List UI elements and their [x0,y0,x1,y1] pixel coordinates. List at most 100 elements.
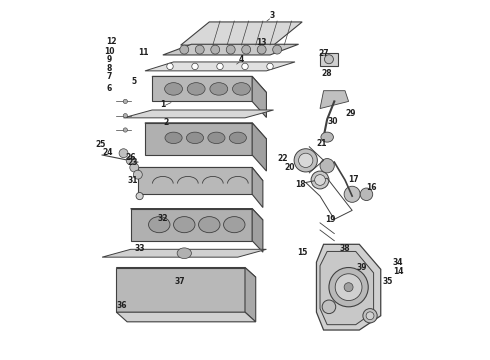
Text: 9: 9 [107,55,112,64]
Ellipse shape [186,132,203,144]
Polygon shape [252,167,263,207]
Text: 32: 32 [158,214,168,223]
Ellipse shape [198,217,220,233]
Ellipse shape [148,217,170,233]
Polygon shape [138,167,263,181]
Ellipse shape [298,153,313,167]
Text: 21: 21 [317,139,327,148]
Polygon shape [117,267,245,312]
Text: 14: 14 [393,267,404,276]
Ellipse shape [242,63,248,69]
Text: 24: 24 [102,148,113,157]
Polygon shape [320,251,373,325]
Polygon shape [152,76,252,102]
Ellipse shape [187,83,205,95]
Ellipse shape [177,248,192,258]
Ellipse shape [133,170,142,179]
Text: 5: 5 [132,77,137,86]
Ellipse shape [360,188,373,201]
Text: 16: 16 [367,183,377,192]
Polygon shape [245,267,256,322]
Ellipse shape [226,45,235,54]
Text: 8: 8 [106,64,112,73]
Ellipse shape [344,283,353,292]
Text: 22: 22 [277,154,288,163]
Text: 28: 28 [321,69,332,78]
Ellipse shape [165,83,182,95]
Text: 13: 13 [256,37,267,46]
Ellipse shape [196,45,204,54]
Ellipse shape [294,149,318,172]
Text: 34: 34 [392,258,403,267]
Text: 38: 38 [340,244,350,253]
Text: 1: 1 [160,100,166,109]
Text: 7: 7 [106,72,112,81]
Ellipse shape [123,128,127,132]
Text: 36: 36 [117,301,127,310]
Ellipse shape [344,186,360,202]
Ellipse shape [242,45,251,54]
Text: 15: 15 [297,248,307,257]
Text: 37: 37 [174,277,185,286]
Text: 10: 10 [104,47,115,56]
Ellipse shape [123,99,127,104]
Text: 3: 3 [269,11,274,20]
Ellipse shape [208,132,225,144]
Ellipse shape [311,171,329,189]
Polygon shape [131,208,263,220]
Text: 6: 6 [107,84,112,93]
Ellipse shape [335,274,362,301]
Ellipse shape [165,132,182,144]
Ellipse shape [229,132,246,144]
Ellipse shape [180,45,189,54]
Polygon shape [102,249,267,257]
Ellipse shape [119,149,128,158]
Text: 23: 23 [127,158,138,167]
Ellipse shape [232,83,250,95]
Polygon shape [252,123,267,171]
Polygon shape [252,76,267,117]
Ellipse shape [167,63,173,69]
Polygon shape [145,123,267,139]
Ellipse shape [267,63,273,69]
Ellipse shape [130,163,139,172]
Text: 26: 26 [125,153,136,162]
Polygon shape [320,91,348,109]
Ellipse shape [324,55,333,64]
Text: 35: 35 [383,277,393,286]
Text: 2: 2 [164,118,169,127]
Ellipse shape [363,309,377,323]
Ellipse shape [211,45,220,54]
Ellipse shape [123,113,127,118]
Text: 33: 33 [134,244,145,253]
Text: 17: 17 [348,175,359,184]
Polygon shape [117,312,256,322]
Ellipse shape [223,217,245,233]
Polygon shape [123,110,273,118]
Text: 12: 12 [106,37,116,46]
Polygon shape [317,244,381,330]
Text: 19: 19 [325,215,336,224]
Ellipse shape [217,63,223,69]
Text: 18: 18 [295,180,306,189]
Polygon shape [145,123,252,155]
Ellipse shape [136,193,143,200]
Text: 20: 20 [284,163,295,172]
Ellipse shape [272,45,282,54]
Ellipse shape [192,63,198,69]
Ellipse shape [321,132,333,142]
Ellipse shape [322,300,336,314]
Polygon shape [145,62,295,71]
Text: 11: 11 [138,48,148,57]
Ellipse shape [126,156,135,165]
Polygon shape [131,208,252,241]
Ellipse shape [320,158,334,173]
Polygon shape [181,22,302,45]
Ellipse shape [173,217,195,233]
Polygon shape [117,267,256,277]
Polygon shape [320,53,338,66]
Polygon shape [252,208,263,252]
Text: 4: 4 [239,55,244,64]
Text: 31: 31 [127,176,138,185]
Polygon shape [138,167,252,194]
